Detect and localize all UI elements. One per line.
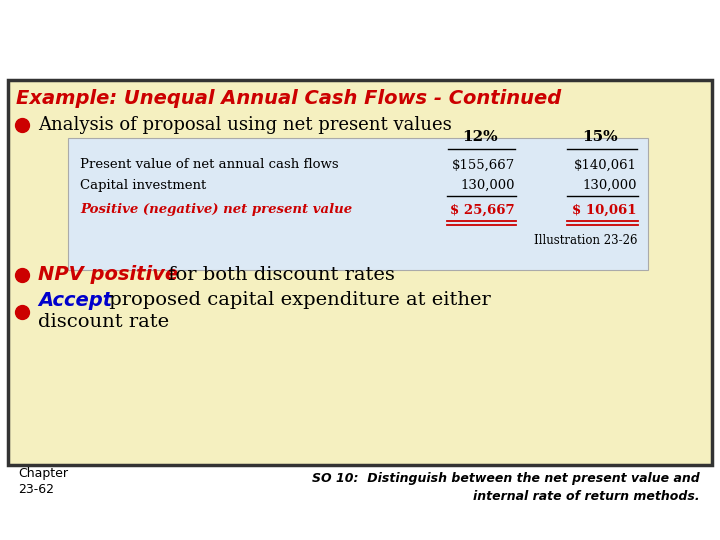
Text: SO 10:  Distinguish between the net present value and: SO 10: Distinguish between the net prese… <box>312 472 700 485</box>
Text: $ 25,667: $ 25,667 <box>451 204 515 217</box>
Bar <box>68 138 648 270</box>
Text: internal rate of return methods.: internal rate of return methods. <box>473 490 700 503</box>
Text: 15%: 15% <box>582 130 618 144</box>
Text: 130,000: 130,000 <box>582 179 637 192</box>
Bar <box>82 478 680 530</box>
Text: NPV positive: NPV positive <box>38 266 178 285</box>
Text: Present value of net annual cash flows: Present value of net annual cash flows <box>80 159 338 172</box>
Bar <box>0 468 720 540</box>
Text: Analysis of proposal using net present values: Analysis of proposal using net present v… <box>38 116 451 134</box>
Bar <box>75 474 673 526</box>
Text: 23-62: 23-62 <box>18 483 54 496</box>
Bar <box>8 80 712 465</box>
Text: discount rate: discount rate <box>38 313 169 331</box>
Text: Example: Unequal Annual Cash Flows - Continued: Example: Unequal Annual Cash Flows - Con… <box>16 89 562 107</box>
Text: Accept: Accept <box>38 291 112 309</box>
Text: Positive (negative) net present value: Positive (negative) net present value <box>80 204 352 217</box>
Text: 12%: 12% <box>462 130 498 144</box>
Text: $155,667: $155,667 <box>451 159 515 172</box>
Text: proposed capital expenditure at either: proposed capital expenditure at either <box>103 291 491 309</box>
Text: Capital investment: Capital investment <box>80 179 206 192</box>
Text: Illustration 23-26: Illustration 23-26 <box>534 233 638 246</box>
Text: $ 10,061: $ 10,061 <box>572 204 637 217</box>
Text: $140,061: $140,061 <box>574 159 637 172</box>
Text: Net Present Value Method: Net Present Value Method <box>88 487 477 513</box>
Text: 130,000: 130,000 <box>461 179 515 192</box>
Text: Chapter: Chapter <box>18 467 68 480</box>
Text: for both discount rates: for both discount rates <box>162 266 395 284</box>
